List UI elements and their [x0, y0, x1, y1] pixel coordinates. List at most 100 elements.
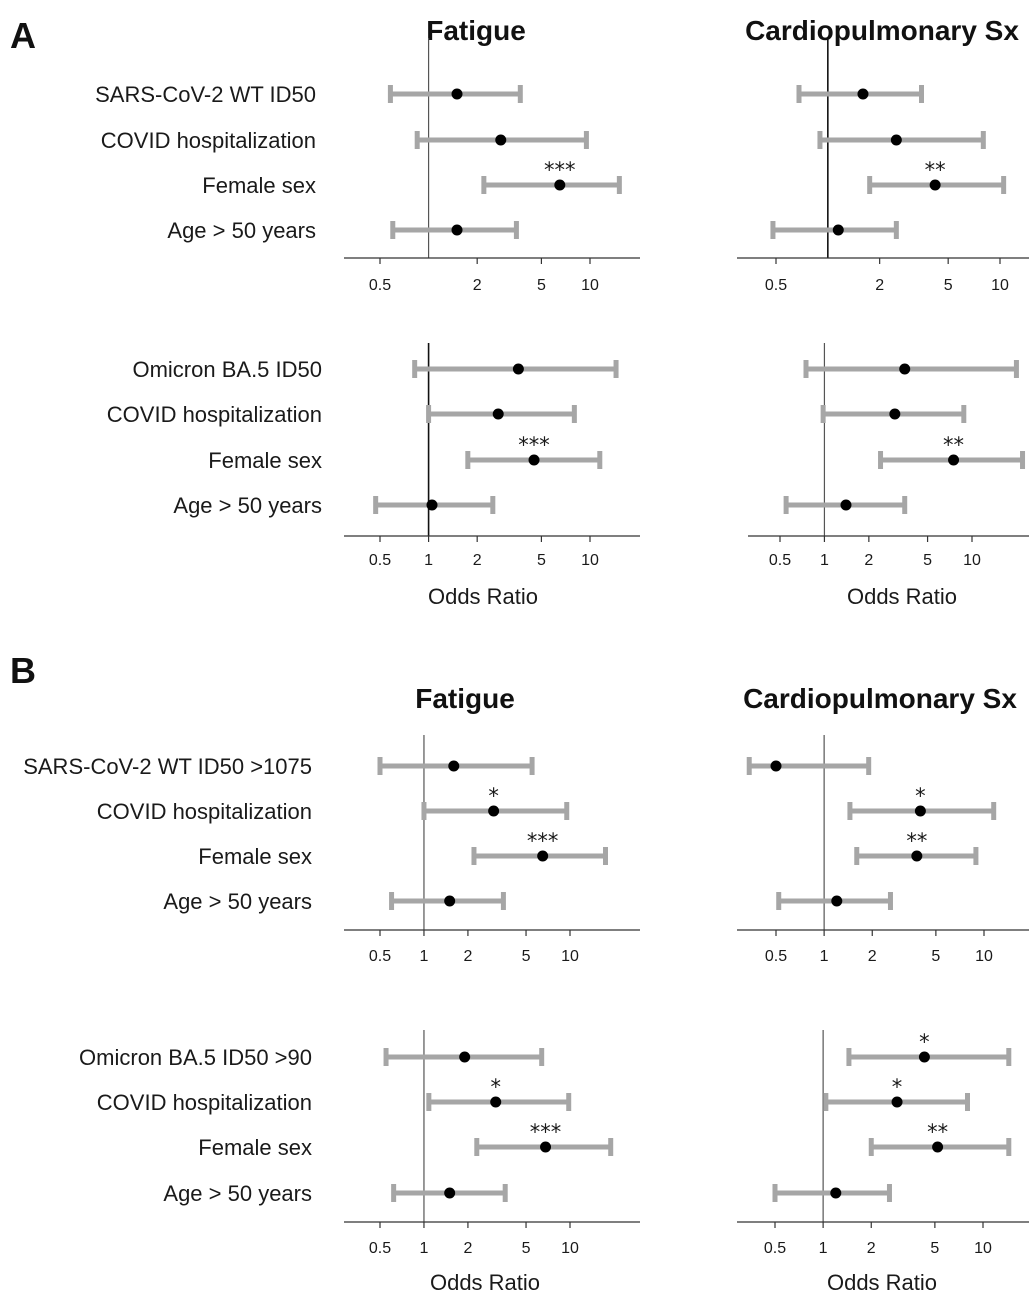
odds-ratio-point	[918, 1051, 930, 1063]
forest-row: * COVID hospitalization	[97, 784, 570, 824]
forest-row: Age > 50 years	[167, 218, 519, 243]
panel-label-a: A	[10, 15, 36, 56]
x-tick-label: 5	[923, 552, 932, 569]
plot-title: Cardiopulmonary Sx	[743, 683, 1017, 714]
forest-row: * COVID hospitalization	[97, 1075, 572, 1115]
subplot-b-2: Cardiopulmonary Sx0.5 1 2 5 10***	[737, 683, 1029, 965]
odds-ratio-point	[444, 1187, 456, 1199]
odds-ratio-point	[770, 760, 782, 772]
x-tick-label: 10	[963, 552, 981, 569]
x-tick-label: 1	[819, 1240, 828, 1257]
row-label: COVID hospitalization	[97, 799, 312, 824]
forest-row: *** Female sex	[202, 158, 622, 198]
forest-row: *	[847, 784, 997, 820]
row-label: Female sex	[208, 448, 322, 473]
odds-ratio-point	[495, 134, 507, 146]
odds-ratio-point	[537, 850, 549, 862]
forest-row: **	[854, 829, 979, 865]
x-tick-label: 1	[424, 552, 433, 569]
forest-row	[803, 360, 1019, 378]
row-label: COVID hospitalization	[107, 402, 322, 427]
row-label: Omicron BA.5 ID50 >90	[79, 1045, 312, 1070]
row-label: Female sex	[198, 844, 312, 869]
row-label: COVID hospitalization	[101, 128, 316, 153]
odds-ratio-point	[528, 454, 540, 466]
significance-marker: *	[919, 1030, 930, 1054]
significance-marker: ***	[544, 158, 576, 182]
forest-row: SARS-CoV-2 WT ID50	[95, 82, 523, 107]
x-tick-label: 0.5	[369, 948, 391, 965]
forest-row: *	[846, 1030, 1012, 1066]
row-label: Age > 50 years	[163, 1181, 312, 1206]
x-tick-label: 1	[820, 948, 829, 965]
x-tick-label: 2	[473, 552, 482, 569]
x-axis-title: Odds Ratio	[847, 584, 957, 609]
forest-row: Omicron BA.5 ID50 >90	[79, 1045, 545, 1070]
odds-ratio-point	[451, 88, 463, 100]
subplot-a-2: Cardiopulmonary Sx 0.5 2 5 10 **	[737, 15, 1029, 294]
forest-row: **	[867, 158, 1007, 194]
significance-marker: **	[925, 158, 946, 182]
forest-row	[796, 85, 925, 103]
odds-ratio-point	[889, 408, 901, 420]
subplot-b-3: 0.5 1 2 5 10 Odds Ratio Omicron BA.5 ID50 >90 *…	[79, 1030, 640, 1293]
odds-ratio-point	[459, 1051, 471, 1063]
forest-row	[783, 496, 908, 514]
x-tick-label: 0.5	[369, 1240, 391, 1257]
x-axis-title: Odds Ratio	[827, 1270, 937, 1293]
x-tick-label: 0.5	[369, 552, 391, 569]
forest-row: Age > 50 years	[163, 889, 506, 914]
x-tick-label: 2	[463, 1240, 472, 1257]
x-axis-title: Odds Ratio	[430, 1270, 540, 1293]
row-label: Omicron BA.5 ID50	[132, 357, 322, 382]
odds-ratio-point	[512, 363, 524, 375]
row-label: COVID hospitalization	[97, 1090, 312, 1115]
x-tick-label: 10	[974, 1240, 992, 1257]
x-tick-label: 10	[561, 948, 579, 965]
x-tick-label: 1	[820, 552, 829, 569]
row-label: SARS-CoV-2 WT ID50 >1075	[23, 754, 312, 779]
x-tick-label: 10	[975, 948, 993, 965]
odds-ratio-point	[929, 179, 941, 191]
odds-ratio-point	[830, 1187, 842, 1199]
row-label: Age > 50 years	[173, 493, 322, 518]
x-tick-label: 5	[522, 948, 531, 965]
odds-ratio-point	[948, 454, 960, 466]
odds-ratio-point	[832, 224, 844, 236]
x-tick-label: 5	[537, 552, 546, 569]
x-tick-label: 5	[930, 1240, 939, 1257]
x-tick-label: 2	[473, 277, 482, 294]
x-tick-label: 2	[463, 948, 472, 965]
forest-row: *** Female sex	[208, 433, 603, 473]
significance-marker: ***	[530, 1120, 562, 1144]
forest-row: SARS-CoV-2 WT ID50 >1075	[23, 754, 535, 779]
forest-row	[770, 221, 899, 239]
forest-row: Omicron BA.5 ID50	[132, 357, 619, 382]
x-tick-label: 2	[867, 1240, 876, 1257]
odds-ratio-point	[444, 895, 456, 907]
forest-row	[772, 1184, 892, 1202]
odds-ratio-point	[857, 88, 869, 100]
forest-row: **	[878, 433, 1026, 469]
forest-row	[746, 757, 872, 775]
x-tick-label: 5	[931, 948, 940, 965]
odds-ratio-point	[540, 1141, 552, 1153]
x-tick-label: 5	[522, 1240, 531, 1257]
odds-ratio-point	[831, 895, 843, 907]
odds-ratio-point	[451, 224, 463, 236]
forest-row: *** Female sex	[198, 829, 608, 869]
x-tick-label: 0.5	[769, 552, 791, 569]
odds-ratio-point	[840, 499, 852, 511]
odds-ratio-point	[890, 134, 902, 146]
forest-row	[820, 405, 967, 423]
forest-row: Age > 50 years	[173, 493, 496, 518]
x-axis-title: Odds Ratio	[428, 584, 538, 609]
row-label: Female sex	[202, 173, 316, 198]
x-tick-label: 10	[581, 552, 599, 569]
forest-row	[817, 131, 986, 149]
significance-marker: **	[943, 433, 964, 457]
subplot-a-1: Fatigue 0.5 2 5 10 SARS-CoV-2 WT ID50 COVID ho…	[95, 15, 640, 294]
odds-ratio-point	[426, 499, 438, 511]
row-label: Age > 50 years	[163, 889, 312, 914]
